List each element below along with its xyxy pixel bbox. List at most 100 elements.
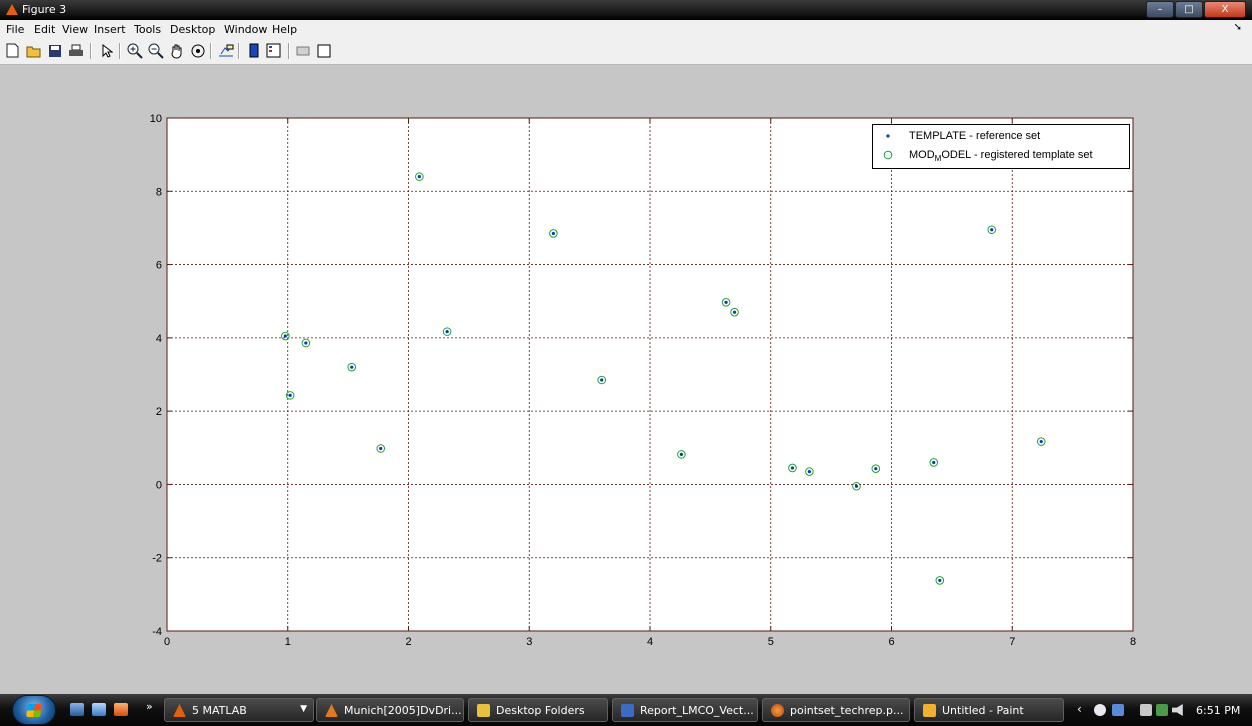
y-tick-label: 10 xyxy=(150,113,162,125)
model-point-circle xyxy=(442,327,452,336)
toolbar-separator xyxy=(119,43,121,59)
x-tick-label: 4 xyxy=(647,636,653,648)
model-point-circle xyxy=(376,444,386,453)
zoom-out-icon[interactable] xyxy=(147,42,164,59)
menu-view[interactable]: View xyxy=(62,23,89,36)
model-point-circle xyxy=(285,391,295,400)
x-tick-label: 0 xyxy=(164,636,170,648)
switch-windows-icon[interactable] xyxy=(92,703,106,716)
x-tick-label: 8 xyxy=(1130,636,1136,648)
figure-toolbar xyxy=(0,38,1252,65)
maximize-button[interactable]: □ xyxy=(1175,1,1203,18)
window-controls: – □ X xyxy=(1145,1,1246,18)
template-point-dot xyxy=(445,330,449,334)
x-tick-label: 5 xyxy=(768,636,774,648)
close-button[interactable]: X xyxy=(1204,1,1246,18)
legend-circle-marker-icon xyxy=(883,150,893,160)
template-point-dot xyxy=(304,341,308,345)
x-axis: 0 1 2 3 4 5 6 7 8 xyxy=(164,118,1136,648)
taskbar-item-munich[interactable]: Munich[2005]DvDri... xyxy=(316,698,464,722)
model-point-circle xyxy=(935,576,945,585)
monitor-icon[interactable] xyxy=(1112,704,1124,716)
template-point-dot xyxy=(600,378,604,382)
template-point-dot xyxy=(1039,439,1043,444)
x-tick-label: 2 xyxy=(405,636,411,648)
menu-insert[interactable]: Insert xyxy=(94,23,126,36)
model-point-circle xyxy=(788,463,797,473)
y-tick-label: -2 xyxy=(152,553,162,565)
legend-label-template: TEMPLATE - reference set xyxy=(909,130,1041,142)
y-axis: -4 -2 0 2 4 6 8 10 xyxy=(150,113,1133,638)
zoom-in-icon[interactable] xyxy=(126,42,143,59)
window-title-bar[interactable]: Figure 3 – □ X xyxy=(0,0,1252,20)
legend-icon[interactable] xyxy=(265,42,282,59)
model-point-circle xyxy=(677,450,686,459)
toolbar-separator xyxy=(210,43,212,59)
save-icon[interactable] xyxy=(46,42,63,59)
model-point-circle xyxy=(852,481,861,491)
show-plot-tools-icon[interactable] xyxy=(315,42,332,59)
grid-lines xyxy=(167,118,1133,631)
colorbar-icon[interactable] xyxy=(245,42,262,59)
template-point-dot xyxy=(807,470,811,474)
taskbar-item-paint[interactable]: Untitled - Paint xyxy=(914,698,1064,722)
firefox-icon xyxy=(771,704,784,717)
clock[interactable]: 6:51 PM xyxy=(1196,704,1241,717)
template-point-dot xyxy=(379,446,383,451)
model-point-circle xyxy=(549,229,558,238)
windows-logo-icon xyxy=(26,704,42,717)
word-doc-icon xyxy=(621,704,634,717)
menu-edit[interactable]: Edit xyxy=(34,23,56,36)
matlab-doc-icon xyxy=(325,704,338,717)
print-icon[interactable] xyxy=(67,42,84,59)
menu-desktop[interactable]: Desktop xyxy=(170,23,216,36)
model-point-circle xyxy=(1036,437,1046,446)
new-figure-icon[interactable] xyxy=(4,42,21,59)
menu-help[interactable]: Help xyxy=(272,23,298,36)
media-player-icon[interactable] xyxy=(114,703,128,716)
taskbar-item-desktop-folders[interactable]: Desktop Folders xyxy=(468,698,608,722)
open-file-icon[interactable] xyxy=(25,42,42,59)
template-point-dot xyxy=(551,231,556,236)
network-icon[interactable] xyxy=(1156,704,1168,716)
model-point-circle xyxy=(281,331,290,341)
template-point-dot xyxy=(874,467,878,471)
show-desktop-icon[interactable] xyxy=(70,703,84,716)
model-point-circle xyxy=(871,464,881,473)
menu-file[interactable]: File xyxy=(6,23,25,36)
y-tick-label: 6 xyxy=(156,260,162,272)
template-point-dot xyxy=(288,393,292,397)
data-cursor-icon[interactable] xyxy=(217,42,234,59)
model-point-circle xyxy=(721,298,731,307)
pan-hand-icon[interactable] xyxy=(168,42,185,59)
clipboard-icon[interactable] xyxy=(1140,704,1152,716)
template-point-dot xyxy=(932,460,936,465)
x-tick-label: 1 xyxy=(285,636,291,648)
dock-figure-arrow-icon[interactable]: ➘ xyxy=(1233,22,1242,33)
y-tick-label: 8 xyxy=(156,186,162,198)
rotate-3d-icon[interactable] xyxy=(189,42,206,59)
data-points xyxy=(281,172,1046,585)
taskbar-item-pointset[interactable]: pointset_techrep.p... xyxy=(762,698,910,722)
menu-window[interactable]: Window xyxy=(224,23,268,36)
quick-launch-more-icon[interactable]: » xyxy=(146,700,153,713)
taskbar-item-matlab[interactable]: 5 MATLAB ▼ xyxy=(164,698,314,722)
legend-label-model: MODMODEL - registered template set xyxy=(909,149,1093,164)
network-balloon-icon[interactable] xyxy=(1094,704,1106,716)
hide-plot-tools-icon[interactable] xyxy=(294,42,311,59)
menu-tools[interactable]: Tools xyxy=(134,23,162,36)
minimize-button[interactable]: – xyxy=(1146,1,1174,18)
template-point-dot xyxy=(283,334,287,338)
taskbar-item-report[interactable]: Report_LMCO_Vect... xyxy=(612,698,758,722)
template-point-dot xyxy=(350,365,354,369)
edit-plot-arrow-icon[interactable] xyxy=(98,42,115,59)
show-hidden-icons-chevron-icon[interactable]: ‹ xyxy=(1077,702,1082,716)
y-tick-label: 4 xyxy=(156,333,162,345)
template-point-dot xyxy=(990,228,994,232)
start-button[interactable] xyxy=(12,695,56,725)
volume-icon[interactable] xyxy=(1172,704,1183,716)
toolbar-separator xyxy=(288,43,290,59)
model-point-circle xyxy=(301,338,311,348)
legend[interactable]: TEMPLATE - reference set MODMODEL - regi… xyxy=(872,124,1130,169)
